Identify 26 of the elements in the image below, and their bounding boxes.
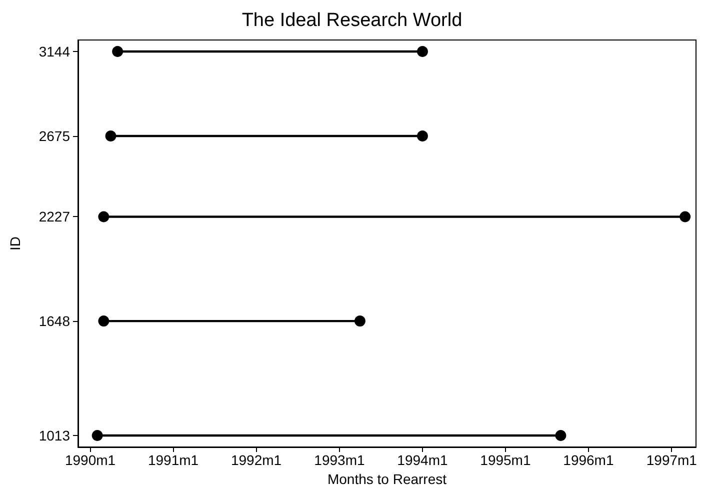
point bbox=[416, 130, 428, 142]
y-axis-title: ID bbox=[7, 236, 23, 250]
point bbox=[98, 211, 110, 222]
point bbox=[98, 316, 110, 327]
point bbox=[416, 46, 428, 58]
x-tick-label: 1990m1 bbox=[64, 452, 116, 468]
y-tick-label: 1013 bbox=[38, 427, 70, 444]
y-tick-label: 1648 bbox=[38, 313, 70, 330]
x-tick-label: 1996m1 bbox=[563, 452, 614, 468]
x-tick-label: 1991m1 bbox=[148, 452, 199, 468]
x-tick-label: 1997m1 bbox=[646, 452, 698, 468]
point bbox=[555, 430, 566, 441]
x-tick-label: 1992m1 bbox=[230, 452, 282, 468]
point bbox=[112, 46, 124, 58]
point bbox=[354, 316, 366, 327]
x-tick-label: 1994m1 bbox=[397, 452, 448, 468]
y-tick-label: 2675 bbox=[38, 128, 70, 144]
y-tick-label: 3144 bbox=[38, 44, 70, 60]
x-tick-label: 1993m1 bbox=[314, 452, 365, 468]
point bbox=[680, 211, 691, 222]
point bbox=[92, 430, 103, 441]
y-tick-label: 2227 bbox=[38, 208, 70, 225]
point bbox=[105, 130, 116, 142]
x-axis-title: Months to Rearrest bbox=[327, 470, 447, 487]
x-tick-label: 1995m1 bbox=[480, 452, 531, 468]
chart-title: The Ideal Research World bbox=[242, 10, 462, 31]
